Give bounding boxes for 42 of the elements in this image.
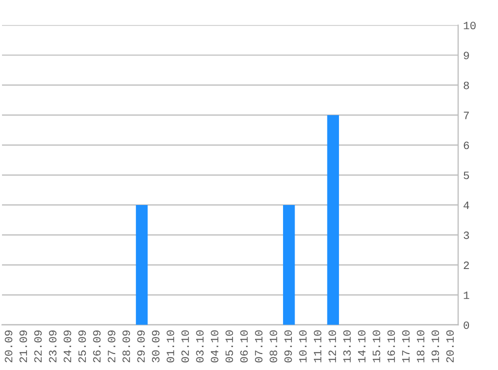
x-tick-label: 17.10 [402, 330, 410, 362]
x-tick-label: 19.10 [432, 330, 440, 362]
y-tick-label: 8 [464, 82, 469, 90]
x-tick-label: 24.09 [64, 330, 72, 362]
y-tick-label: 9 [464, 52, 469, 60]
x-tick-label: 20.10 [446, 330, 454, 362]
x-tick-label: 29.09 [137, 330, 145, 362]
x-tick-label: 25.09 [78, 330, 86, 362]
y-tick-label: 1 [464, 292, 470, 299]
x-tick-label: 11.10 [314, 330, 322, 362]
x-tick-label: 05.10 [226, 330, 234, 362]
y-tick-label: 7 [464, 112, 469, 120]
x-tick-label: 16.10 [387, 330, 395, 362]
x-tick-label: 14.10 [358, 330, 366, 362]
x-tick-label: 10.10 [299, 330, 307, 362]
x-tick-label: 27.09 [108, 330, 116, 362]
y-tick-label: 0 [464, 321, 470, 329]
y-tick-label: 10 [464, 22, 476, 30]
x-tick-label: 30.09 [152, 330, 160, 362]
x-tick-label: 28.09 [122, 330, 130, 362]
y-tick-label: 4 [464, 202, 470, 210]
x-tick-label: 15.10 [372, 330, 380, 362]
x-tick-label: 12.10 [328, 330, 336, 362]
x-tick-label: 08.10 [270, 330, 278, 362]
y-tick-label: 6 [464, 142, 469, 150]
x-tick-label: 03.10 [196, 330, 204, 362]
x-tick-label: 01.10 [166, 330, 174, 362]
x-tick-label: 06.10 [240, 330, 248, 362]
x-tick-label: 20.09 [4, 330, 12, 362]
x-tick-label: 02.10 [181, 330, 189, 362]
y-tick-label: 3 [464, 232, 469, 240]
y-tick-label: 5 [464, 172, 469, 180]
x-tick-label: 23.09 [48, 330, 56, 362]
x-tick-label: 09.10 [284, 330, 292, 362]
y-tick-label: 2 [464, 262, 469, 269]
x-tick-label: 22.09 [34, 330, 42, 362]
x-tick-label: 26.09 [93, 330, 101, 362]
x-tick-label: 07.10 [254, 330, 262, 362]
x-tick-label: 13.10 [343, 330, 351, 362]
x-tick-label: 04.10 [210, 330, 218, 362]
x-tick-label: 21.09 [20, 330, 28, 362]
x-tick-label: 18.10 [416, 330, 424, 362]
